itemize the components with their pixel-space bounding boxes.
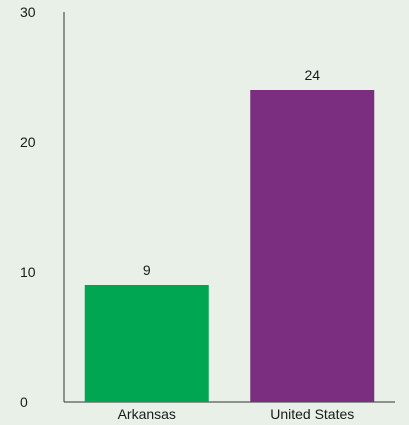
y-axis: 0 10 20 30 xyxy=(20,4,65,410)
x-category-label: United States xyxy=(270,406,354,422)
bar-united-states xyxy=(250,90,375,402)
data-labels: 9 24 xyxy=(143,67,320,278)
y-tick-label: 30 xyxy=(20,4,36,20)
bars xyxy=(84,90,375,402)
data-label: 9 xyxy=(143,262,151,278)
y-tick-label: 0 xyxy=(20,394,28,410)
x-axis: Arkansas United States xyxy=(64,401,395,422)
bar-arkansas xyxy=(84,285,209,402)
x-category-label: Arkansas xyxy=(118,406,176,422)
data-label: 24 xyxy=(304,67,320,83)
y-tick-label: 10 xyxy=(20,264,36,280)
y-tick-label: 20 xyxy=(20,134,36,150)
